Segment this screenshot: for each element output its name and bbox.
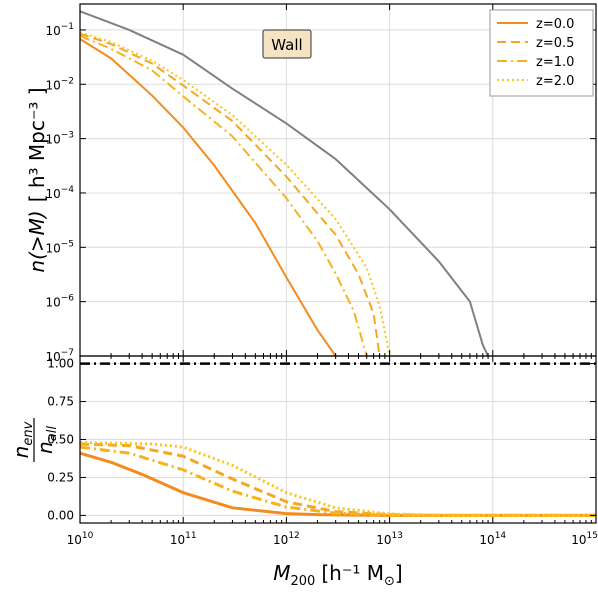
- bottom-series-line-0: [80, 451, 596, 517]
- bottom-ytick-label: 0.50: [47, 433, 74, 447]
- x-axis-label-sun: ⊙: [384, 574, 395, 588]
- top-ytick-label: 10−1: [45, 22, 74, 38]
- top-ylabel-main: n(>M): [25, 210, 49, 272]
- legend-frame: [489, 9, 594, 97]
- bottom-ytick-label: 1.00: [47, 357, 74, 371]
- bottom-xtick-label: 1013: [376, 531, 403, 547]
- top-ylabel: n(>M) [ h³ Mpc⁻³ ]: [25, 87, 49, 272]
- top-series-line-2: [80, 34, 368, 356]
- top-ytick-label: 10−3: [45, 131, 74, 147]
- x-axis-label: M200 [h⁻¹ M⊙]: [273, 561, 402, 588]
- bottom-grid: [79, 356, 597, 523]
- top-ytick-label: 10−5: [45, 239, 74, 255]
- top-ytick-label: 10−7: [45, 348, 74, 364]
- x-axis-label-main: M: [273, 561, 290, 585]
- x-axis-label-close: ]: [395, 561, 403, 585]
- legend-label: z=0.5: [536, 36, 574, 51]
- bottom-series-line-2: [80, 445, 596, 517]
- bottom-ytick-label: 0.75: [47, 395, 74, 409]
- top-ticks: 10−7 10−6 10−5 10−4 10−3 10−2 10−1: [45, 4, 597, 364]
- top-ytick-label: 10−2: [45, 76, 74, 92]
- x-axis-label-units: [h⁻¹ M: [321, 561, 384, 585]
- legend-label: z=1.0: [536, 55, 574, 70]
- top-ylabel-units: [ h³ Mpc⁻³ ]: [25, 87, 49, 202]
- bottom-series-line-3: [80, 441, 596, 517]
- bottom-xtick-label: 1014: [479, 531, 506, 547]
- bottom-ytick-label: 0.00: [47, 508, 74, 522]
- legend-label: z=0.0: [536, 17, 574, 32]
- top-series-line-4: [80, 10, 489, 356]
- bottom-ticks: 1010 1011 1012 1013 1014 1015 0.00 0.25 0.50 0.75…: [47, 356, 598, 547]
- legend-label: z=2.0: [536, 74, 574, 89]
- top-series: [80, 10, 489, 356]
- bottom-xtick-label: 1015: [571, 531, 598, 547]
- wall-annotation: Wall: [262, 29, 312, 59]
- bottom-xtick-label: 1011: [170, 531, 197, 547]
- top-series-line-3: [80, 31, 391, 356]
- top-ytick-label: 10−4: [45, 185, 74, 201]
- legend: z=0.0 z=0.5 z=1.0 z=2.0: [489, 9, 594, 97]
- bottom-xtick-label: 1010: [67, 531, 94, 547]
- top-series-line-1: [80, 32, 381, 356]
- x-axis-label-sub: 200: [291, 574, 316, 588]
- bottom-ytick-label: 0.25: [47, 470, 74, 484]
- top-ytick-label: 10−6: [45, 294, 74, 310]
- wall-annotation-text: Wall: [271, 36, 302, 54]
- bottom-series: [80, 362, 596, 517]
- top-series-line-0: [80, 38, 337, 356]
- bottom-ylabel: nenv nall: [9, 418, 60, 462]
- bottom-xtick-label: 1012: [273, 531, 300, 547]
- bottom-ylabel-numerator: nenv: [9, 421, 36, 458]
- bottom-ylabel-denominator: nall: [33, 426, 60, 454]
